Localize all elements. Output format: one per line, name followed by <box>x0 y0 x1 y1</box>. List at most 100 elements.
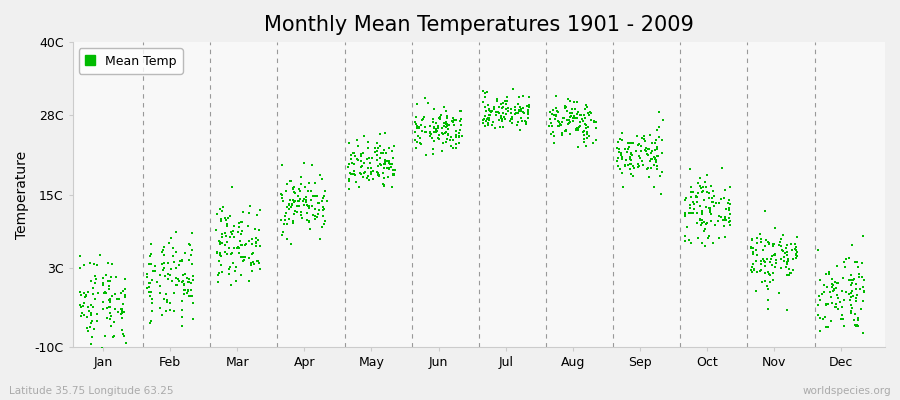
Point <box>706 199 720 205</box>
Point <box>478 94 492 100</box>
Point <box>635 158 650 164</box>
Point <box>248 261 262 267</box>
Point <box>836 316 850 322</box>
Point <box>624 157 638 164</box>
Point <box>445 118 459 124</box>
Point <box>145 277 159 284</box>
Point <box>746 251 760 257</box>
Point <box>362 177 376 184</box>
Point <box>746 248 760 255</box>
Point <box>698 228 712 234</box>
Point <box>99 315 113 322</box>
Point <box>178 270 193 277</box>
Point <box>308 216 322 222</box>
Point <box>232 238 247 244</box>
Point <box>749 247 763 254</box>
Point <box>429 128 444 134</box>
Point <box>231 229 246 235</box>
Point <box>308 179 322 186</box>
Point <box>238 254 252 260</box>
Point <box>768 225 782 231</box>
Point <box>843 302 858 308</box>
Point <box>428 120 443 126</box>
Point <box>175 314 189 320</box>
Point <box>548 93 562 99</box>
Point <box>113 305 128 312</box>
Point <box>512 108 526 114</box>
Point <box>215 208 230 214</box>
Point <box>173 257 187 264</box>
Point <box>486 106 500 112</box>
Point <box>490 109 504 115</box>
Point <box>765 253 779 259</box>
Point <box>95 345 110 351</box>
Point <box>501 107 516 114</box>
Point <box>698 243 712 250</box>
Point <box>827 286 842 292</box>
Point <box>156 246 170 253</box>
Point <box>345 160 359 166</box>
Point <box>504 110 518 116</box>
Point <box>317 220 331 227</box>
Point <box>758 242 772 249</box>
Point <box>825 284 840 290</box>
Point <box>346 150 360 156</box>
Point <box>546 112 561 118</box>
Point <box>560 108 574 114</box>
Point <box>620 162 634 168</box>
Point <box>160 276 175 282</box>
Point <box>475 88 490 94</box>
Point <box>760 297 775 303</box>
Point <box>751 240 765 246</box>
Point <box>311 200 326 206</box>
Point <box>79 292 94 298</box>
Point <box>182 257 196 263</box>
Point <box>769 260 783 266</box>
Point <box>382 165 396 171</box>
Point <box>368 145 382 151</box>
Point <box>153 290 167 296</box>
Point <box>286 185 301 192</box>
Point <box>623 161 637 167</box>
Point <box>387 171 401 177</box>
Point <box>311 211 326 218</box>
Point <box>756 247 770 253</box>
Point <box>510 119 525 126</box>
Point <box>282 200 296 207</box>
Point <box>346 171 361 177</box>
Point <box>440 120 454 127</box>
Point <box>300 217 314 223</box>
Point <box>427 138 441 144</box>
Point <box>278 216 293 223</box>
Point <box>248 234 263 241</box>
Point <box>430 135 445 142</box>
Point <box>777 254 791 260</box>
Point <box>213 252 228 258</box>
Point <box>364 155 379 161</box>
Point <box>382 161 397 168</box>
Point <box>554 122 568 128</box>
Point <box>294 208 309 215</box>
Point <box>439 139 454 145</box>
Point <box>723 183 737 190</box>
Point <box>546 106 561 113</box>
Point <box>655 150 670 156</box>
Point <box>116 332 130 339</box>
Point <box>284 178 298 184</box>
Point <box>86 304 100 310</box>
Point <box>481 102 495 108</box>
Point <box>371 172 385 178</box>
Point <box>212 270 227 276</box>
Point <box>849 311 863 317</box>
Point <box>516 109 530 116</box>
Point <box>351 157 365 164</box>
Point <box>237 256 251 263</box>
Point <box>106 318 121 325</box>
Point <box>418 124 432 131</box>
Point <box>116 301 130 307</box>
Point <box>182 240 196 247</box>
Point <box>73 265 87 271</box>
Point <box>77 300 92 306</box>
Point <box>636 136 651 142</box>
Point <box>140 271 154 278</box>
